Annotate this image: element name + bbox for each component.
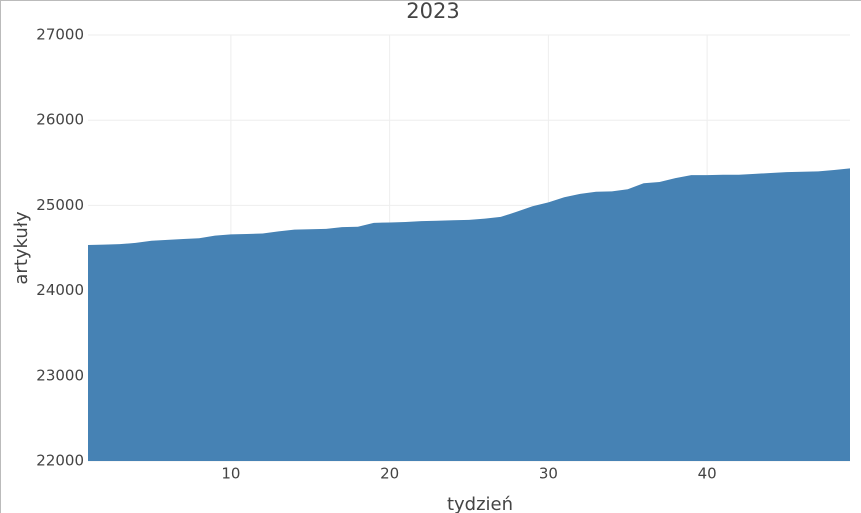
y-tick-label: 25000 — [36, 196, 84, 214]
y-axis-title: artykuły — [11, 211, 32, 285]
x-tick-label: 30 — [539, 465, 558, 483]
y-tick-label: 26000 — [36, 111, 84, 129]
x-axis-title: tydzień — [447, 494, 513, 513]
x-tick-label: 20 — [380, 465, 399, 483]
x-tick-label: 40 — [698, 465, 717, 483]
y-tick-label: 22000 — [36, 452, 84, 470]
area — [88, 168, 850, 461]
y-tick-label: 23000 — [36, 366, 84, 384]
x-tick-label: 10 — [221, 465, 240, 483]
y-tick-label: 27000 — [36, 26, 84, 44]
y-tick-label: 24000 — [36, 281, 84, 299]
chart-title: 2023 — [406, 0, 459, 23]
